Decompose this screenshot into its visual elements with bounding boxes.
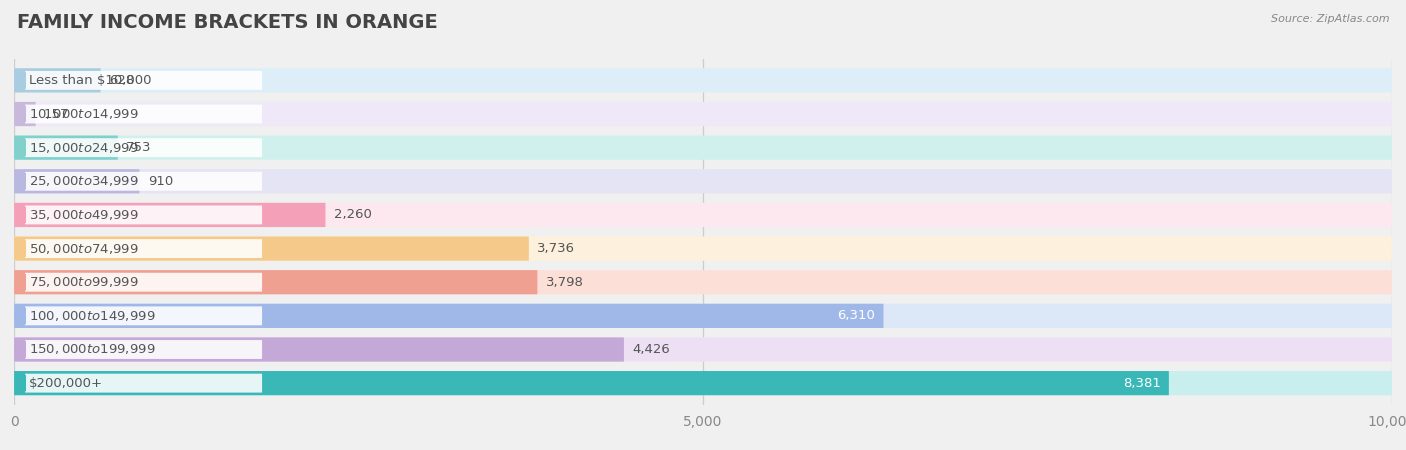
Text: 910: 910 [148,175,173,188]
FancyBboxPatch shape [25,206,262,225]
Text: 157: 157 [44,108,69,121]
Text: $200,000+: $200,000+ [30,377,103,390]
FancyBboxPatch shape [14,135,1392,160]
Text: $35,000 to $49,999: $35,000 to $49,999 [30,208,139,222]
FancyBboxPatch shape [14,68,1392,93]
FancyBboxPatch shape [14,338,1392,362]
FancyBboxPatch shape [14,371,1392,395]
FancyBboxPatch shape [25,340,262,359]
FancyBboxPatch shape [14,135,118,160]
FancyBboxPatch shape [14,203,325,227]
FancyBboxPatch shape [14,102,1392,126]
Text: $25,000 to $34,999: $25,000 to $34,999 [30,174,139,188]
FancyBboxPatch shape [25,306,262,325]
FancyBboxPatch shape [25,71,262,90]
Text: Source: ZipAtlas.com: Source: ZipAtlas.com [1271,14,1389,23]
Text: 3,736: 3,736 [537,242,575,255]
FancyBboxPatch shape [14,203,1392,227]
Text: $150,000 to $199,999: $150,000 to $199,999 [30,342,156,356]
Text: 6,310: 6,310 [838,309,876,322]
Text: Less than $10,000: Less than $10,000 [30,74,152,87]
Text: $50,000 to $74,999: $50,000 to $74,999 [30,242,139,256]
FancyBboxPatch shape [14,338,624,362]
FancyBboxPatch shape [25,273,262,292]
Text: $100,000 to $149,999: $100,000 to $149,999 [30,309,156,323]
FancyBboxPatch shape [25,138,262,157]
FancyBboxPatch shape [14,236,1392,261]
FancyBboxPatch shape [14,304,883,328]
Text: 2,260: 2,260 [333,208,371,221]
FancyBboxPatch shape [25,374,262,392]
Text: 628: 628 [108,74,134,87]
FancyBboxPatch shape [14,236,529,261]
FancyBboxPatch shape [14,102,35,126]
Text: $75,000 to $99,999: $75,000 to $99,999 [30,275,139,289]
Text: $10,000 to $14,999: $10,000 to $14,999 [30,107,139,121]
Text: 4,426: 4,426 [633,343,669,356]
FancyBboxPatch shape [14,169,1392,194]
FancyBboxPatch shape [14,68,101,93]
FancyBboxPatch shape [14,304,1392,328]
Text: 753: 753 [127,141,152,154]
FancyBboxPatch shape [25,104,262,123]
Text: 8,381: 8,381 [1123,377,1160,390]
Text: FAMILY INCOME BRACKETS IN ORANGE: FAMILY INCOME BRACKETS IN ORANGE [17,14,437,32]
Text: $15,000 to $24,999: $15,000 to $24,999 [30,141,139,155]
FancyBboxPatch shape [14,371,1168,395]
FancyBboxPatch shape [14,270,1392,294]
FancyBboxPatch shape [25,239,262,258]
Text: 3,798: 3,798 [546,276,583,289]
FancyBboxPatch shape [14,270,537,294]
FancyBboxPatch shape [25,172,262,191]
FancyBboxPatch shape [14,169,139,194]
